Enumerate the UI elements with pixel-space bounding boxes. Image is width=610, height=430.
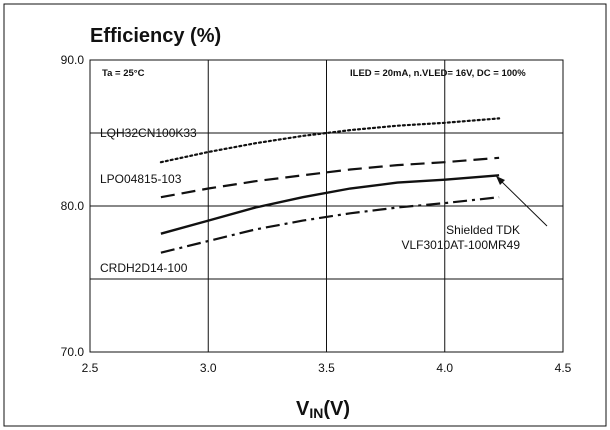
y-tick-label: 90.0 (61, 53, 85, 67)
y-tick-label: 70.0 (61, 345, 85, 359)
legend-label-vlf3010at: VLF3010AT-100MR49 (401, 238, 520, 252)
series-lines (159, 117, 501, 254)
chart-title: Efficiency (%) (90, 25, 221, 47)
legend-label-shielded-tdk: Shielded TDK (446, 223, 520, 237)
x-tick-label: 3.0 (200, 361, 217, 375)
x-tick-label: 4.0 (436, 361, 453, 375)
x-tick-label: 4.5 (555, 361, 572, 375)
series-line-lqh32cn100k33 (159, 117, 501, 164)
legend-label-crdh2d14-100: CRDH2D14-100 (100, 261, 188, 275)
grid-lines (89, 59, 564, 353)
x-tick-label: 2.5 (82, 361, 99, 375)
series-line-lpo04815-103 (160, 156, 500, 199)
y-tick-label: 80.0 (61, 199, 85, 213)
x-axis-label: VIN(V) (296, 398, 350, 421)
x-tick-label: 3.5 (318, 361, 335, 375)
iled-condition: ILED = 20mA, n.VLED= 16V, DC = 100% (350, 68, 526, 79)
legend-label-lpo04815-103: LPO04815-103 (100, 172, 182, 186)
callout-arrowhead (496, 176, 505, 185)
series-line-crdh2d14-100 (160, 196, 500, 254)
ta-condition: Ta = 25°C (102, 68, 145, 79)
series-line-shielded-tdk-vlf3010at-100mr49 (160, 174, 500, 235)
callout-arrow-line (499, 179, 548, 227)
tick-labels: 2.5 3.0 3.5 4.0 4.5 70.0 80.0 90.0 (61, 53, 572, 375)
legend-label-lqh32cn100k33: LQH32CN100K33 (100, 126, 197, 140)
